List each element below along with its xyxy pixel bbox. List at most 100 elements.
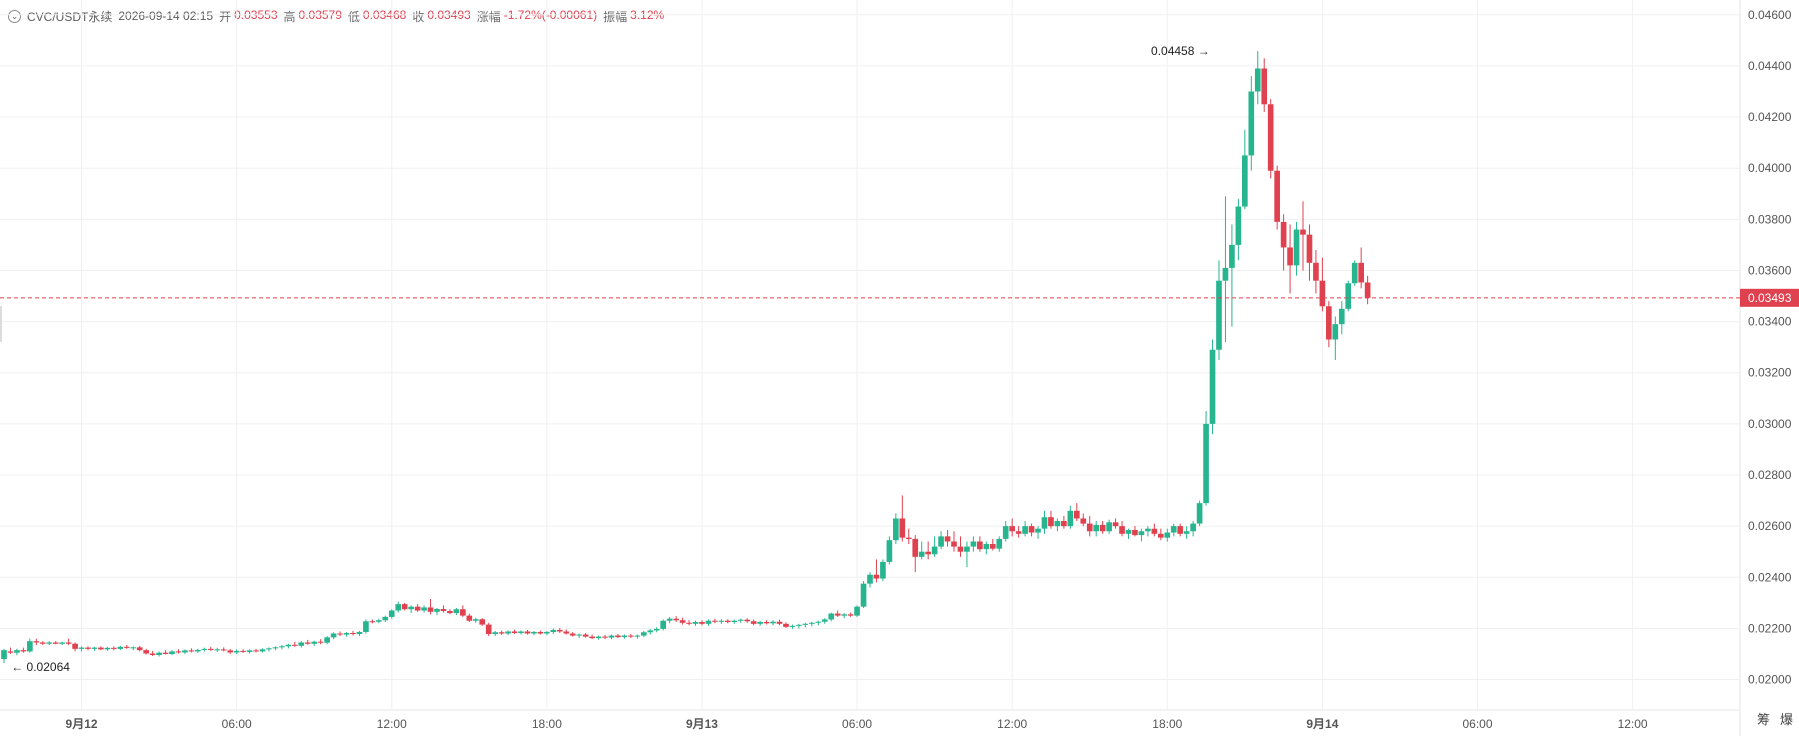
candle-up	[330, 633, 337, 638]
candle-up	[156, 652, 162, 656]
y-tick-label: 0.03600	[1748, 263, 1792, 277]
candle-down	[65, 642, 72, 644]
candle-up	[1293, 229, 1300, 266]
candle-down	[1015, 531, 1022, 534]
x-tick-label: 12:00	[377, 717, 407, 731]
candle-up	[1203, 423, 1209, 504]
candle-up	[279, 646, 285, 648]
candle-down	[52, 642, 59, 644]
candle-up	[867, 574, 873, 584]
candle-down	[847, 614, 854, 616]
candle-up	[434, 608, 440, 612]
chips-button[interactable]: 筹	[1756, 712, 1770, 727]
y-tick-label: 0.02400	[1748, 570, 1792, 584]
candle-down	[944, 536, 951, 542]
candle-up	[705, 620, 712, 624]
candle-down	[1261, 68, 1268, 105]
candle-down	[783, 623, 789, 627]
collapse-toggle-icon[interactable]: ⌄	[8, 9, 21, 23]
candle-up	[595, 636, 602, 639]
candle-up	[1332, 324, 1339, 340]
change-label: 涨幅	[476, 9, 501, 24]
candle-down	[673, 618, 679, 621]
y-tick-label: 0.02200	[1748, 621, 1792, 635]
candle-up	[938, 536, 944, 547]
candle-down	[776, 621, 783, 624]
candle-up	[266, 648, 272, 650]
left-drag-handle[interactable]	[0, 306, 2, 342]
candle-down	[440, 608, 447, 612]
close-label: 收	[412, 9, 425, 24]
candle-up	[1235, 206, 1242, 245]
candle-up	[1093, 524, 1100, 532]
x-tick-label: 18:00	[532, 717, 562, 731]
candle-down	[401, 604, 408, 610]
candle-down	[291, 644, 298, 646]
candle-up	[770, 621, 776, 624]
candle-up	[388, 610, 395, 617]
high-price-annotation: 0.04458 →	[1151, 44, 1210, 58]
candle-up	[841, 614, 847, 616]
candle-down	[337, 633, 343, 635]
candle-up	[821, 619, 828, 622]
x-tick-label: 12:00	[1618, 717, 1648, 731]
candle-down	[1009, 526, 1016, 532]
candle-up	[1041, 517, 1048, 529]
candle-up	[757, 622, 763, 624]
candle-down	[350, 633, 356, 635]
candle-down	[834, 613, 841, 616]
candle-up	[492, 632, 498, 635]
candle-up	[1351, 262, 1358, 284]
candle-down	[589, 636, 595, 639]
candle-up	[1209, 349, 1216, 424]
candle-down	[1119, 526, 1125, 534]
candle-up	[343, 633, 350, 635]
candle-down	[1028, 526, 1035, 533]
candle-down	[1306, 234, 1313, 263]
candle-up	[550, 629, 557, 632]
candle-down	[679, 620, 686, 623]
candle-up	[660, 620, 667, 629]
candle-down	[569, 633, 576, 636]
candle-up	[809, 622, 815, 624]
y-tick-label: 0.03800	[1748, 212, 1792, 226]
candle-up	[893, 518, 899, 541]
amplitude-label: 振幅	[603, 9, 628, 24]
candle-up	[453, 609, 460, 614]
symbol-label[interactable]: CVC/USDT永续	[27, 9, 113, 24]
candle-up	[576, 634, 583, 636]
candle-up	[1164, 532, 1171, 538]
candle-up	[802, 623, 809, 625]
candle-up	[59, 642, 65, 644]
candle-down	[582, 634, 589, 637]
candle-down	[905, 537, 912, 539]
liquidation-button[interactable]: 爆	[1779, 712, 1793, 727]
candle-up	[1, 650, 7, 660]
candle-up	[285, 644, 292, 647]
candle-up	[1002, 526, 1009, 539]
candle-down	[873, 574, 880, 579]
candle-up	[1183, 531, 1190, 534]
candle-up	[531, 631, 537, 634]
candle-down	[628, 635, 634, 637]
candle-down	[699, 622, 705, 624]
candle-down	[136, 647, 143, 651]
candle-down	[207, 648, 214, 650]
candle-up	[692, 622, 699, 624]
candle-down	[537, 631, 544, 634]
candle-down	[511, 631, 518, 634]
y-tick-label: 0.02600	[1748, 519, 1792, 533]
candle-down	[1132, 529, 1138, 536]
candle-up	[860, 583, 867, 607]
candle-up	[718, 620, 725, 622]
candle-up	[789, 625, 796, 627]
candle-up	[421, 607, 427, 611]
y-tick-label: 0.03000	[1748, 417, 1792, 431]
candle-up	[505, 631, 511, 634]
candle-up	[1242, 155, 1248, 207]
candle-up	[195, 649, 201, 652]
candle-down	[1080, 518, 1087, 524]
candle-up	[182, 650, 188, 653]
candle-up	[653, 628, 660, 631]
